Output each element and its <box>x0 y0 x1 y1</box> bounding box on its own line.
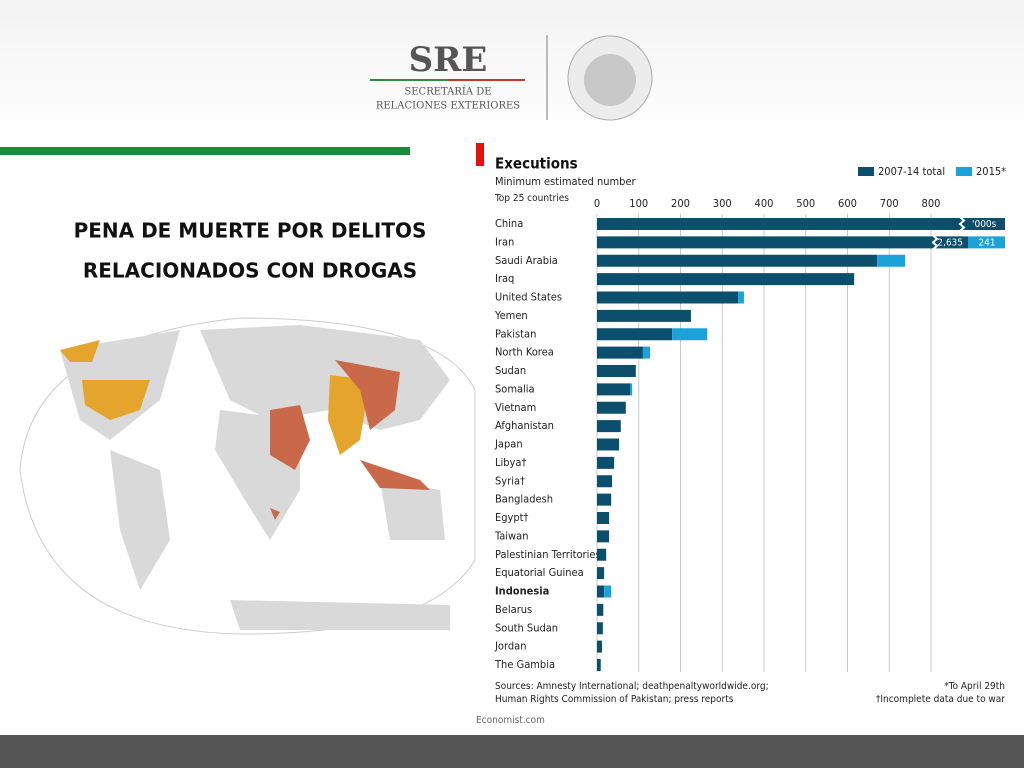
region-other <box>270 360 430 520</box>
source: Human Rights Commission of Pakistan; pre… <box>495 694 734 705</box>
y-tick-label: Afghanistan <box>495 419 554 432</box>
bar <box>597 493 612 506</box>
legend-label: 2007-14 total <box>878 165 945 178</box>
logo-text: SECRETARÍA DE <box>404 86 491 98</box>
bar <box>597 254 878 267</box>
x-tick-label: 0 <box>594 197 600 210</box>
off-scale-bar <box>597 218 1005 230</box>
bar <box>597 420 621 433</box>
region-india <box>328 375 370 455</box>
bar <box>597 236 968 249</box>
bar <box>597 273 855 286</box>
x-tick-label: 600 <box>838 197 857 210</box>
chart-title: Executions <box>495 155 578 173</box>
y-tick-label: Pakistan <box>495 327 536 340</box>
bar <box>738 291 744 304</box>
y-tick-label: South Sudan <box>495 621 558 634</box>
y-tick-label: Sudan <box>495 364 526 377</box>
bar <box>597 365 636 377</box>
chart-subtitle: Top 25 countries <box>494 193 569 204</box>
bar <box>877 254 906 267</box>
x-tick-label: 200 <box>671 197 690 210</box>
legend-swatch <box>858 167 874 176</box>
footer-band <box>0 735 1024 768</box>
x-tick-label: 700 <box>880 197 899 210</box>
axis-break <box>958 216 966 232</box>
value-label: 241 <box>978 237 995 248</box>
slide-title: RELACIONADOS CON DROGAS <box>83 259 417 283</box>
off-scale-note: '000s <box>972 219 997 230</box>
bar <box>597 328 673 341</box>
bar <box>597 438 620 451</box>
credit: Economist.com <box>476 715 545 726</box>
bar <box>672 328 708 341</box>
bar <box>597 291 739 304</box>
x-tick-label: 100 <box>629 197 648 210</box>
bar <box>597 512 610 524</box>
x-tick-label: 500 <box>796 197 815 210</box>
y-tick-label: Bangladesh <box>495 493 553 506</box>
y-tick-label: Vietnam <box>495 401 536 414</box>
y-tick-label: Palestinian Territories <box>495 548 601 561</box>
bar <box>629 383 633 396</box>
y-tick-label: Iraq <box>495 272 514 285</box>
bar <box>597 309 691 322</box>
note: †Incomplete data due to war <box>876 694 1005 705</box>
economist-tag <box>476 143 484 166</box>
axis-break <box>931 234 939 251</box>
source: Sources: Amnesty International; deathpen… <box>495 681 769 692</box>
bar <box>597 603 604 616</box>
legend-swatch <box>956 167 972 176</box>
y-tick-label: Indonesia <box>495 585 549 598</box>
value-label: 2,635 <box>937 237 963 248</box>
y-tick-label: Iran <box>495 235 514 248</box>
y-tick-label: Jordan <box>494 640 526 653</box>
y-tick-label: China <box>495 217 523 230</box>
y-tick-label: United States <box>495 291 562 304</box>
x-tick-label: 800 <box>922 197 941 210</box>
bar <box>968 236 1005 249</box>
bar <box>597 659 601 671</box>
y-tick-label: Japan <box>494 438 523 451</box>
slide-title: PENA DE MUERTE POR DELITOS <box>74 219 427 243</box>
y-tick-label: Taiwan <box>494 529 528 542</box>
bar <box>597 548 607 561</box>
bar <box>597 640 603 653</box>
region-us <box>60 340 150 420</box>
bar <box>597 530 610 543</box>
note: *To April 29th <box>944 681 1005 692</box>
y-tick-label: Yemen <box>494 309 528 322</box>
logo: SRE <box>409 40 488 80</box>
legend-label: 2015* <box>976 165 1006 178</box>
y-tick-label: Egypt† <box>495 511 529 524</box>
logo-text: RELACIONES EXTERIORES <box>376 101 520 112</box>
bar <box>604 585 612 598</box>
bar <box>597 383 630 396</box>
world-map <box>19 317 476 635</box>
bar <box>597 475 613 488</box>
y-tick-label: North Korea <box>495 346 554 359</box>
header-bg <box>0 0 1024 140</box>
bar <box>597 585 605 598</box>
bar <box>642 346 651 359</box>
x-tick-label: 400 <box>755 197 774 210</box>
seal-eagle <box>584 54 636 106</box>
green-stripe <box>0 147 410 155</box>
bar <box>597 346 643 359</box>
y-tick-label: Syria† <box>495 474 525 487</box>
y-tick-label: Belarus <box>495 603 532 616</box>
x-tick-label: 300 <box>713 197 732 210</box>
bar <box>597 622 603 635</box>
y-tick-label: Equatorial Guinea <box>495 566 584 579</box>
y-tick-label: Saudi Arabia <box>495 254 558 267</box>
bar <box>597 401 626 414</box>
bar <box>597 456 615 469</box>
chart-subtitle: Minimum estimated number <box>495 175 637 188</box>
chart-panel <box>476 140 1024 712</box>
bar <box>597 567 605 580</box>
y-tick-label: Somalia <box>495 382 535 395</box>
y-tick-label: Libya† <box>495 456 526 469</box>
y-tick-label: The Gambia <box>494 658 555 671</box>
